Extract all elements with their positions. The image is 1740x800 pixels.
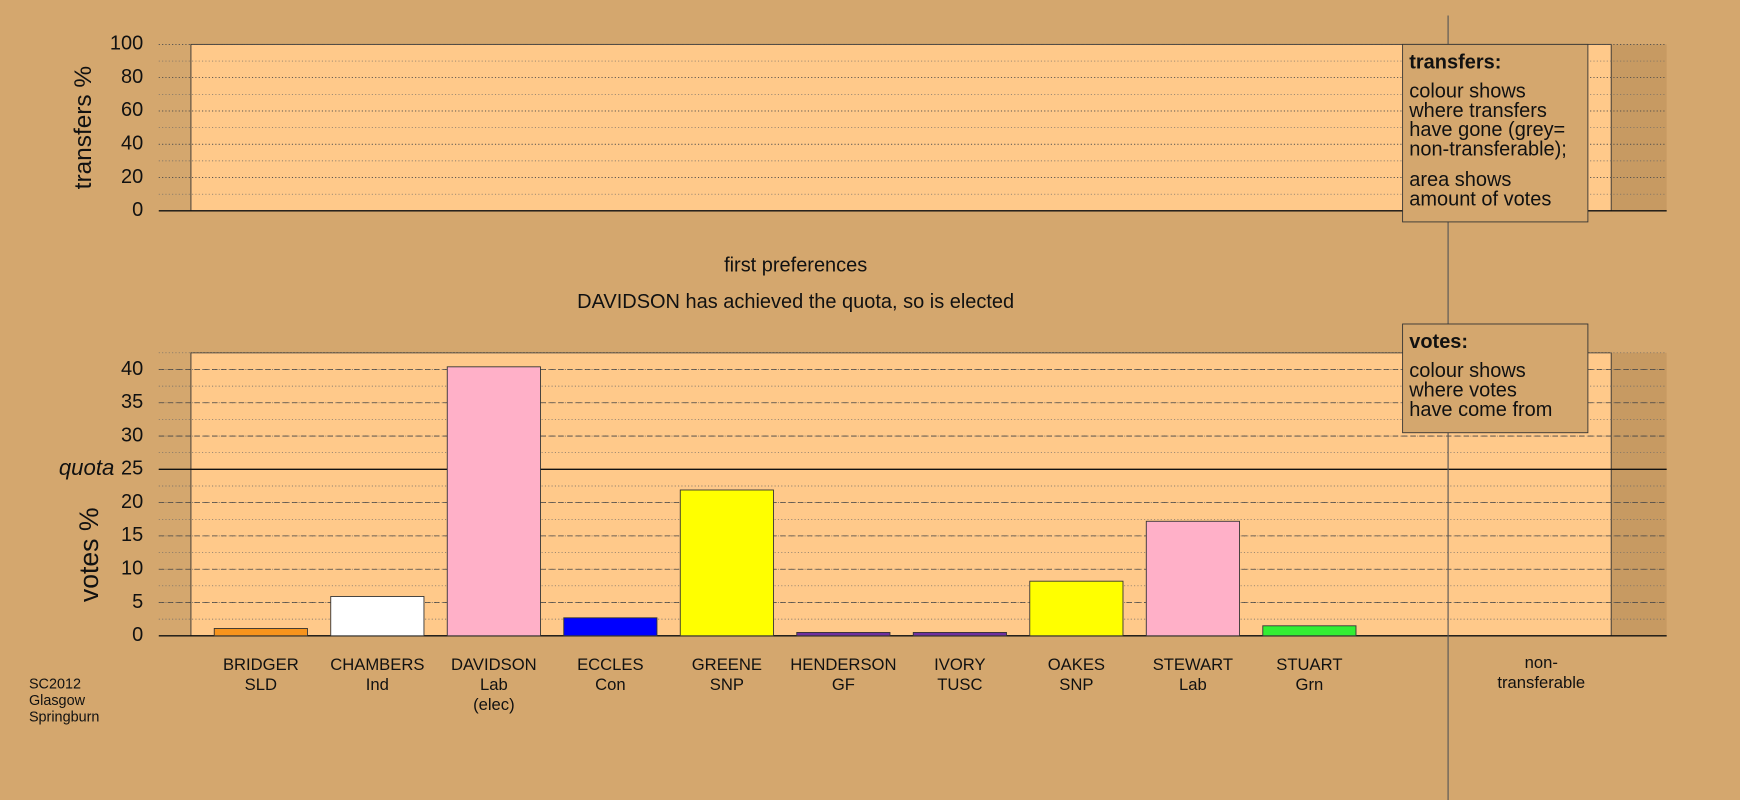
legend-title: transfers:: [1409, 52, 1501, 74]
chart-title: first preferences: [724, 255, 867, 277]
x-tick-label: Lab: [480, 675, 508, 694]
x-tick-label: Con: [595, 675, 625, 694]
legend-text: where votes: [1408, 379, 1517, 401]
y-axis-label: votes %: [74, 507, 104, 602]
legend-title: votes:: [1409, 331, 1468, 353]
x-tick-label: GF: [832, 675, 855, 694]
bar: [1029, 580, 1124, 637]
x-tick-label: ECCLES: [577, 655, 644, 674]
y-tick-label: 20: [121, 166, 143, 188]
x-tick-label: Grn: [1296, 675, 1324, 694]
legend-box: [1402, 323, 1589, 434]
x-tick-label: SNP: [710, 675, 744, 694]
footer-text: Glasgow: [29, 693, 86, 709]
panel-margin: [1611, 44, 1667, 211]
y-tick-label: 20: [121, 491, 143, 513]
legend-text: colour shows: [1409, 360, 1526, 382]
bar: [1262, 625, 1357, 637]
x-tick-label: STEWART: [1153, 655, 1233, 674]
x-tick-label: GREENE: [692, 655, 762, 674]
bar: [1145, 520, 1240, 637]
chart-subtitle: DAVIDSON has achieved the quota, so is e…: [577, 291, 1014, 313]
y-tick-label: 40: [121, 358, 143, 380]
y-tick-label: 0: [132, 199, 143, 221]
x-tick-label: TUSC: [937, 675, 982, 694]
x-tick-label: DAVIDSON: [451, 655, 537, 674]
x-tick-label: STUART: [1276, 655, 1342, 674]
y-axis-label: transfers %: [70, 66, 97, 189]
x-tick-label: non-: [1525, 653, 1558, 672]
y-tick-label: 100: [110, 33, 143, 55]
panel-margin: [1611, 352, 1667, 636]
x-tick-label: CHAMBERS: [330, 655, 424, 674]
legend-text: non-transferable);: [1409, 139, 1567, 161]
x-tick-label: HENDERSON: [790, 655, 896, 674]
bar: [563, 617, 658, 637]
y-tick-label: 60: [121, 99, 143, 121]
bar: [912, 632, 1007, 637]
legend-text: amount of votes: [1409, 189, 1551, 211]
bar: [330, 596, 425, 637]
x-tick-label: Ind: [366, 675, 389, 694]
bar: [679, 489, 774, 637]
legend-text: where transfers: [1408, 100, 1547, 122]
quota-label: quota: [59, 455, 115, 480]
legend-text: colour shows: [1409, 80, 1526, 102]
legend-text: area shows: [1409, 169, 1511, 191]
y-tick-label: 15: [121, 524, 143, 546]
bar: [796, 632, 891, 637]
bar: [213, 628, 308, 637]
panel: [190, 352, 1612, 637]
bar: [446, 366, 541, 637]
legend-text: have come from: [1409, 399, 1552, 421]
x-tick-label: Lab: [1179, 675, 1207, 694]
footer-text: Springburn: [29, 710, 99, 726]
x-tick-label: (elec): [473, 695, 515, 714]
legend-box: [1402, 43, 1589, 223]
y-tick-label: 80: [121, 66, 143, 88]
y-tick-label: 25: [121, 458, 143, 480]
x-tick-label: SLD: [245, 675, 277, 694]
y-tick-label: 40: [121, 133, 143, 155]
x-tick-label: BRIDGER: [223, 655, 299, 674]
x-tick-label: IVORY: [934, 655, 985, 674]
y-tick-label: 0: [132, 624, 143, 646]
x-tick-label: OAKES: [1048, 655, 1105, 674]
y-tick-label: 10: [121, 557, 143, 579]
x-tick-label: SNP: [1059, 675, 1093, 694]
legend-text: have gone (grey=: [1409, 119, 1565, 141]
y-tick-label: 35: [121, 391, 143, 413]
x-tick-label: transferable: [1497, 673, 1585, 692]
footer-text: SC2012: [29, 676, 81, 692]
y-tick-label: 30: [121, 424, 143, 446]
y-tick-label: 5: [132, 591, 143, 613]
